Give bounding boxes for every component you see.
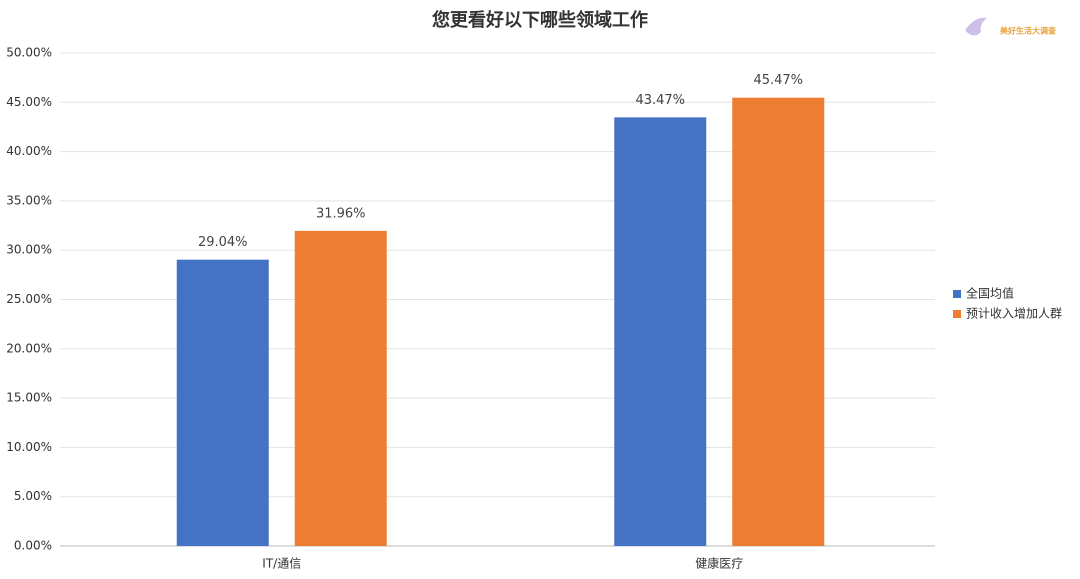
y-tick-label: 0.00% bbox=[14, 539, 52, 553]
bar bbox=[294, 230, 387, 547]
y-tick-label: 30.00% bbox=[6, 243, 52, 257]
y-tick-label: 45.00% bbox=[6, 95, 52, 109]
logo-icon bbox=[965, 17, 987, 36]
y-tick-label: 25.00% bbox=[6, 292, 52, 306]
legend-swatch bbox=[953, 290, 961, 298]
y-tick-label: 5.00% bbox=[14, 489, 52, 503]
y-tick-label: 20.00% bbox=[6, 341, 52, 355]
y-tick-label: 50.00% bbox=[6, 46, 52, 60]
value-label: 45.47% bbox=[753, 73, 803, 88]
bar bbox=[176, 259, 269, 546]
value-label: 29.04% bbox=[198, 235, 248, 250]
y-tick-label: 40.00% bbox=[6, 144, 52, 158]
value-label: 31.96% bbox=[316, 206, 366, 221]
x-tick-label: 健康医疗 bbox=[695, 556, 743, 571]
bar bbox=[732, 97, 825, 546]
value-label: 43.47% bbox=[635, 93, 685, 108]
legend-label: 预计收入增加人群 bbox=[966, 307, 1062, 321]
y-tick-label: 15.00% bbox=[6, 391, 52, 405]
y-tick-label: 35.00% bbox=[6, 193, 52, 207]
y-tick-label: 10.00% bbox=[6, 440, 52, 454]
legend-label: 全国均值 bbox=[966, 286, 1014, 301]
bar bbox=[614, 117, 707, 546]
legend-swatch bbox=[953, 310, 961, 318]
watermark: 美好生活大调查 bbox=[1000, 26, 1057, 36]
x-tick-label: IT/通信 bbox=[262, 557, 301, 571]
chart-title: 您更看好以下哪些领域工作 bbox=[432, 9, 648, 31]
